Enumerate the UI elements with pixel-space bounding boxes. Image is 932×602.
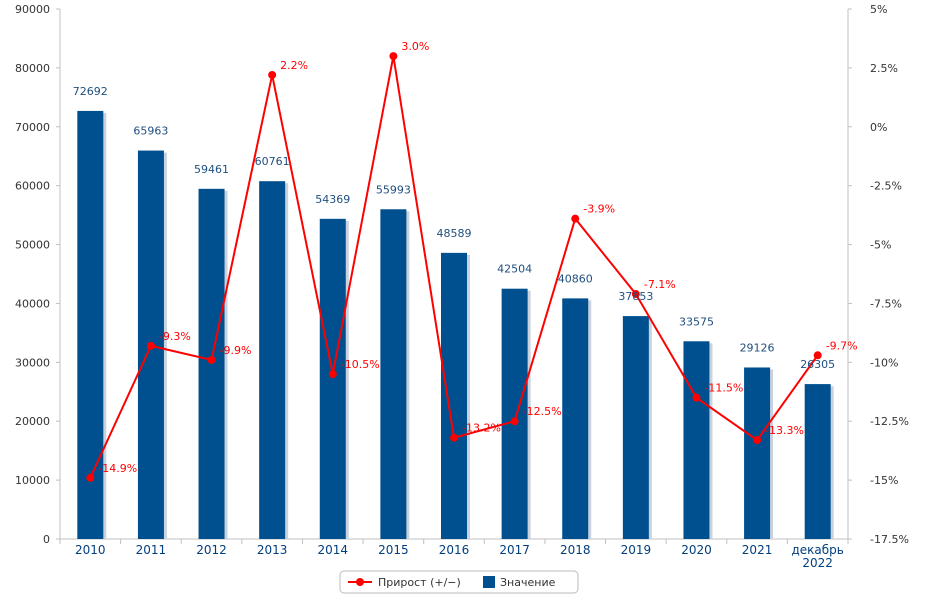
- x-tick-label: 2020: [681, 543, 712, 557]
- right-tick-label: -15%: [870, 474, 898, 487]
- bar-value-label: 37853: [618, 290, 653, 303]
- line-layer: [86, 52, 822, 482]
- bars-layer: [77, 110, 834, 540]
- growth-point[interactable]: [510, 417, 519, 426]
- growth-point[interactable]: [450, 433, 458, 442]
- bar[interactable]: [77, 110, 104, 539]
- legend-line-marker-icon: [356, 578, 364, 586]
- bar-value-label: 54369: [315, 193, 350, 206]
- growth-point[interactable]: [571, 214, 580, 223]
- growth-value-label: -3.9%: [583, 203, 615, 216]
- growth-point[interactable]: [692, 393, 701, 402]
- bar-value-label: 72692: [73, 85, 108, 98]
- legend-box: [339, 570, 579, 594]
- bar-value-label: 26305: [800, 358, 835, 371]
- bar-value-label: 48589: [437, 227, 472, 240]
- bar[interactable]: [804, 384, 831, 539]
- left-tick-label: 30000: [15, 356, 50, 369]
- legend[interactable]: Прирост (+/−) Значение: [339, 570, 579, 594]
- x-tick-label: 2018: [560, 543, 591, 557]
- legend-item-value[interactable]: Значение: [500, 576, 556, 589]
- x-tick-label: 2014: [317, 543, 348, 557]
- growth-value-label: -13.2%: [462, 422, 501, 435]
- bar-value-label: 33575: [679, 315, 714, 328]
- right-tick-label: -17.5%: [870, 533, 909, 546]
- left-tick-label: 80000: [15, 62, 50, 75]
- growth-value-label: -10.5%: [341, 358, 380, 371]
- right-tick-label: -5%: [870, 239, 891, 252]
- growth-value-label: -7.1%: [644, 278, 676, 291]
- growth-point[interactable]: [146, 341, 155, 350]
- growth-point[interactable]: [753, 436, 762, 445]
- left-tick-label: 70000: [15, 121, 50, 134]
- right-tick-label: 0%: [870, 121, 887, 134]
- x-tick-label: 2021: [742, 543, 773, 557]
- left-tick-label: 40000: [15, 297, 50, 310]
- bar[interactable]: [441, 252, 467, 539]
- x-tick-label: 2011: [136, 543, 167, 557]
- right-tick-label: -12.5%: [870, 415, 909, 428]
- bar-value-label: 42504: [497, 263, 532, 276]
- x-tick-label: 2015: [378, 543, 409, 557]
- right-tick-label: -10%: [870, 356, 898, 369]
- x-tick-label: декабрь 2022: [792, 543, 844, 570]
- legend-bar-icon: [483, 576, 495, 588]
- growth-point[interactable]: [268, 70, 277, 79]
- growth-value-label: -9.7%: [826, 339, 858, 352]
- x-tick-label: 2016: [439, 543, 470, 557]
- x-tick-label: 2013: [257, 543, 288, 557]
- growth-point[interactable]: [86, 473, 95, 482]
- bar[interactable]: [683, 341, 710, 539]
- x-tick-label: 2017: [499, 543, 530, 557]
- left-tick-label: 50000: [15, 239, 50, 252]
- right-tick-label: 2.5%: [870, 62, 898, 75]
- growth-value-label: 2.2%: [280, 59, 308, 72]
- bar[interactable]: [501, 288, 528, 539]
- bar-value-label: 29126: [740, 341, 775, 354]
- left-tick-label: 0: [43, 533, 50, 546]
- growth-value-label: -13.3%: [765, 424, 804, 437]
- growth-point[interactable]: [631, 290, 640, 299]
- bar-value-label: 65963: [133, 125, 168, 138]
- growth-point[interactable]: [207, 355, 216, 364]
- bar-value-label: 59461: [194, 163, 229, 176]
- bar[interactable]: [562, 298, 589, 539]
- bar[interactable]: [380, 209, 407, 540]
- right-tick-label: -2.5%: [870, 180, 902, 193]
- growth-value-label: -9.9%: [220, 344, 252, 357]
- bar[interactable]: [259, 181, 286, 539]
- x-tick-label: 2010: [75, 543, 106, 557]
- labels-layer: 72692 65963 59461 60761 54369 55993 48589 42504…: [73, 40, 858, 475]
- bar[interactable]: [319, 218, 346, 539]
- growth-value-label: -12.5%: [523, 405, 562, 418]
- bar-value-label: 40860: [558, 272, 593, 285]
- left-tick-label: 90000: [15, 3, 50, 16]
- x-tick-label: 2019: [621, 543, 652, 557]
- growth-point[interactable]: [328, 370, 337, 379]
- legend-item-growth[interactable]: Прирост (+/−): [378, 576, 461, 589]
- growth-value-label: -14.9%: [98, 462, 137, 475]
- right-tick-label: -7.5%: [870, 297, 902, 310]
- left-tick-label: 10000: [15, 474, 50, 487]
- growth-value-label: 3.0%: [401, 40, 429, 53]
- x-tick-label: 2012: [196, 543, 227, 557]
- growth-value-label: -9.3%: [159, 330, 191, 343]
- left-tick-label: 20000: [15, 415, 50, 428]
- growth-point[interactable]: [813, 351, 822, 360]
- bar[interactable]: [744, 367, 771, 539]
- growth-point[interactable]: [389, 52, 398, 61]
- bar[interactable]: [622, 316, 649, 539]
- left-tick-label: 60000: [15, 180, 50, 193]
- axes-layer: 0 10000 20000 30000 40000 50000 60000 70000 8000…: [15, 3, 909, 570]
- bar-value-label: 55993: [376, 183, 411, 196]
- bar-value-label: 60761: [255, 155, 290, 168]
- right-tick-label: 5%: [870, 3, 887, 16]
- growth-value-label: -11.5%: [704, 382, 743, 395]
